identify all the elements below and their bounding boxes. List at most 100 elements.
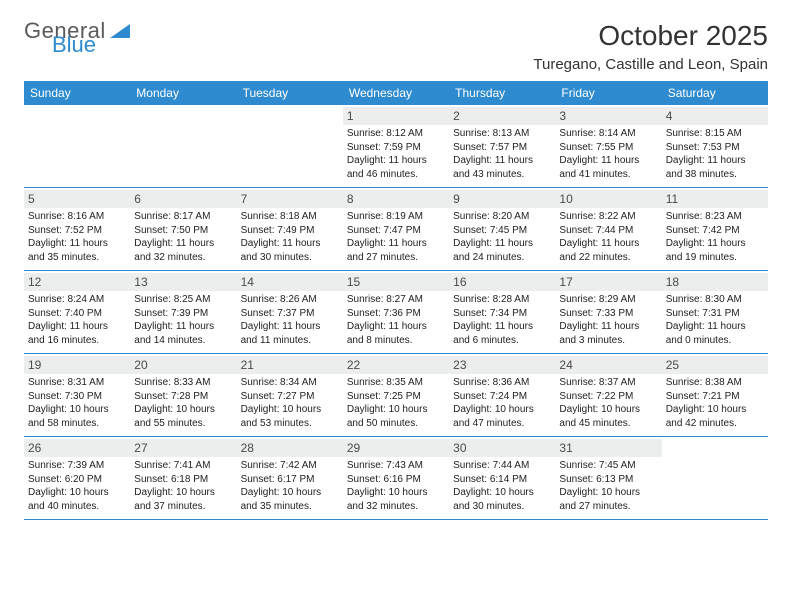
daylight-text: Daylight: 11 hours and 41 minutes. (559, 154, 657, 181)
sunrise-text: Sunrise: 8:26 AM (241, 293, 339, 307)
daylight-text: Daylight: 10 hours and 40 minutes. (28, 486, 126, 513)
sunset-text: Sunset: 7:42 PM (666, 224, 764, 238)
weekday-label: Wednesday (343, 81, 449, 105)
day-number: 19 (24, 356, 130, 374)
sunrise-text: Sunrise: 8:19 AM (347, 210, 445, 224)
day-number: 4 (662, 107, 768, 125)
day-number: 23 (449, 356, 555, 374)
day-info: Sunrise: 8:37 AMSunset: 7:22 PMDaylight:… (559, 376, 657, 430)
sunrise-text: Sunrise: 7:41 AM (134, 459, 232, 473)
day-number: 2 (449, 107, 555, 125)
day-number: 26 (24, 439, 130, 457)
daylight-text: Daylight: 11 hours and 24 minutes. (453, 237, 551, 264)
sunset-text: Sunset: 7:37 PM (241, 307, 339, 321)
day-number: 13 (130, 273, 236, 291)
sunset-text: Sunset: 7:28 PM (134, 390, 232, 404)
daylight-text: Daylight: 10 hours and 30 minutes. (453, 486, 551, 513)
day-number: 18 (662, 273, 768, 291)
day-number: 8 (343, 190, 449, 208)
day-info: Sunrise: 8:33 AMSunset: 7:28 PMDaylight:… (134, 376, 232, 430)
sunset-text: Sunset: 7:44 PM (559, 224, 657, 238)
day-number: 24 (555, 356, 661, 374)
daylight-text: Daylight: 11 hours and 0 minutes. (666, 320, 764, 347)
sunrise-text: Sunrise: 8:35 AM (347, 376, 445, 390)
sunset-text: Sunset: 6:18 PM (134, 473, 232, 487)
day-info: Sunrise: 8:26 AMSunset: 7:37 PMDaylight:… (241, 293, 339, 347)
month-title: October 2025 (533, 20, 768, 52)
calendar-cell: 10Sunrise: 8:22 AMSunset: 7:44 PMDayligh… (555, 188, 661, 270)
day-info: Sunrise: 8:29 AMSunset: 7:33 PMDaylight:… (559, 293, 657, 347)
day-number: 14 (237, 273, 343, 291)
sunset-text: Sunset: 7:49 PM (241, 224, 339, 238)
daylight-text: Daylight: 11 hours and 11 minutes. (241, 320, 339, 347)
daylight-text: Daylight: 10 hours and 27 minutes. (559, 486, 657, 513)
sunset-text: Sunset: 7:40 PM (28, 307, 126, 321)
sunset-text: Sunset: 6:17 PM (241, 473, 339, 487)
sunrise-text: Sunrise: 8:36 AM (453, 376, 551, 390)
sunrise-text: Sunrise: 7:45 AM (559, 459, 657, 473)
daylight-text: Daylight: 11 hours and 46 minutes. (347, 154, 445, 181)
day-info: Sunrise: 8:17 AMSunset: 7:50 PMDaylight:… (134, 210, 232, 264)
sunrise-text: Sunrise: 8:29 AM (559, 293, 657, 307)
day-number: 29 (343, 439, 449, 457)
daylight-text: Daylight: 10 hours and 53 minutes. (241, 403, 339, 430)
daylight-text: Daylight: 10 hours and 42 minutes. (666, 403, 764, 430)
sunset-text: Sunset: 7:31 PM (666, 307, 764, 321)
calendar-cell (662, 437, 768, 519)
calendar-cell: 13 Sunrise: 8:25 AMSunset: 7:39 PMDayligh… (130, 271, 236, 353)
calendar-week: 5Sunrise: 8:16 AMSunset: 7:52 PMDaylight… (24, 188, 768, 271)
sunrise-text: Sunrise: 8:12 AM (347, 127, 445, 141)
daylight-text: Daylight: 10 hours and 58 minutes. (28, 403, 126, 430)
sunrise-text: Sunrise: 8:34 AM (241, 376, 339, 390)
calendar-cell: 9Sunrise: 8:20 AMSunset: 7:45 PMDaylight… (449, 188, 555, 270)
day-info: Sunrise: 8:25 AMSunset: 7:39 PMDaylight:… (134, 293, 232, 347)
calendar-cell: 26 Sunrise: 7:39 AMSunset: 6:20 PMDayligh… (24, 437, 130, 519)
sunset-text: Sunset: 7:30 PM (28, 390, 126, 404)
calendar-grid: SundayMondayTuesdayWednesdayThursdayFrid… (24, 81, 768, 520)
daylight-text: Daylight: 11 hours and 6 minutes. (453, 320, 551, 347)
calendar-cell: 4Sunrise: 8:15 AMSunset: 7:53 PMDaylight… (662, 105, 768, 187)
calendar-cell (24, 105, 130, 187)
calendar-cell: 21Sunrise: 8:34 AMSunset: 7:27 PMDayligh… (237, 354, 343, 436)
sunset-text: Sunset: 7:33 PM (559, 307, 657, 321)
day-number: 25 (662, 356, 768, 374)
sunset-text: Sunset: 7:53 PM (666, 141, 764, 155)
day-number: 11 (662, 190, 768, 208)
day-info: Sunrise: 8:12 AMSunset: 7:59 PMDaylight:… (347, 127, 445, 181)
day-number: 9 (449, 190, 555, 208)
day-info: Sunrise: 8:34 AMSunset: 7:27 PMDaylight:… (241, 376, 339, 430)
day-number: 6 (130, 190, 236, 208)
calendar-cell: 18Sunrise: 8:30 AMSunset: 7:31 PMDayligh… (662, 271, 768, 353)
sunrise-text: Sunrise: 8:31 AM (28, 376, 126, 390)
day-info: Sunrise: 7:42 AMSunset: 6:17 PMDaylight:… (241, 459, 339, 513)
day-number: 16 (449, 273, 555, 291)
daylight-text: Daylight: 10 hours and 45 minutes. (559, 403, 657, 430)
calendar-week: 26 Sunrise: 7:39 AMSunset: 6:20 PMDayligh… (24, 437, 768, 520)
sunrise-text: Sunrise: 8:13 AM (453, 127, 551, 141)
day-info: Sunrise: 8:23 AMSunset: 7:42 PMDaylight:… (666, 210, 764, 264)
daylight-text: Daylight: 11 hours and 3 minutes. (559, 320, 657, 347)
logo-word-2: Blue (52, 34, 130, 56)
calendar-cell: 6 Sunrise: 8:17 AMSunset: 7:50 PMDaylight… (130, 188, 236, 270)
calendar-cell: 23Sunrise: 8:36 AMSunset: 7:24 PMDayligh… (449, 354, 555, 436)
day-number: 27 (130, 439, 236, 457)
calendar-cell: 20Sunrise: 8:33 AMSunset: 7:28 PMDayligh… (130, 354, 236, 436)
daylight-text: Daylight: 11 hours and 22 minutes. (559, 237, 657, 264)
sunrise-text: Sunrise: 8:23 AM (666, 210, 764, 224)
calendar-cell: 12Sunrise: 8:24 AMSunset: 7:40 PMDayligh… (24, 271, 130, 353)
sunrise-text: Sunrise: 8:18 AM (241, 210, 339, 224)
day-info: Sunrise: 8:16 AMSunset: 7:52 PMDaylight:… (28, 210, 126, 264)
sunrise-text: Sunrise: 8:24 AM (28, 293, 126, 307)
calendar-page: General Blue October 2025 Turegano, Cast… (0, 0, 792, 540)
sunset-text: Sunset: 7:55 PM (559, 141, 657, 155)
daylight-text: Daylight: 11 hours and 35 minutes. (28, 237, 126, 264)
sunset-text: Sunset: 7:21 PM (666, 390, 764, 404)
day-info: Sunrise: 7:39 AMSunset: 6:20 PMDaylight:… (28, 459, 126, 513)
sunset-text: Sunset: 7:22 PM (559, 390, 657, 404)
sunrise-text: Sunrise: 8:15 AM (666, 127, 764, 141)
calendar-cell: 11 Sunrise: 8:23 AMSunset: 7:42 PMDayligh… (662, 188, 768, 270)
calendar-cell: 22Sunrise: 8:35 AMSunset: 7:25 PMDayligh… (343, 354, 449, 436)
day-number: 7 (237, 190, 343, 208)
topbar: General Blue October 2025 Turegano, Cast… (24, 20, 768, 73)
calendar-cell: 29Sunrise: 7:43 AMSunset: 6:16 PMDayligh… (343, 437, 449, 519)
